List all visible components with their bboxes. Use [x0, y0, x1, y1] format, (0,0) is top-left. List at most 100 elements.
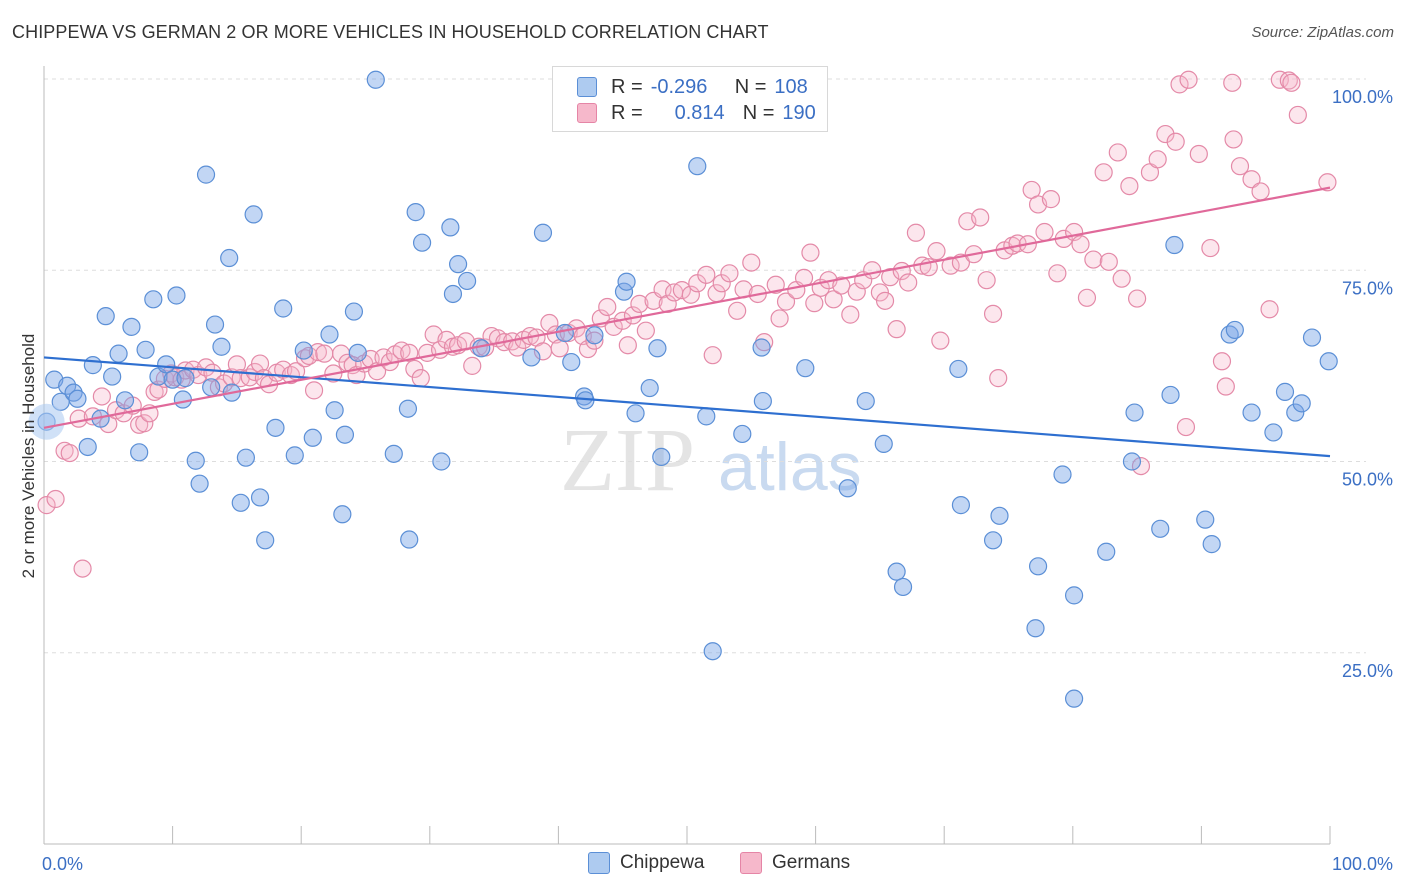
chippewa-point-46	[348, 343, 367, 362]
chippewa-point-71	[652, 447, 671, 467]
legend-item-chippewa: Chippewa	[588, 852, 705, 874]
germans-point-152	[1035, 222, 1054, 242]
chippewa-legend-swatch	[588, 852, 610, 874]
chippewa-point-14	[130, 443, 149, 462]
germans-point-81	[550, 339, 569, 358]
chippewa-point-62	[562, 352, 581, 372]
chippewa-point-100	[1202, 535, 1221, 554]
chippewa-point-91	[1064, 586, 1084, 605]
germans-point-130	[887, 320, 906, 339]
germans-point-44	[315, 344, 334, 363]
chippewa-point-78	[796, 359, 815, 378]
germans-point-99	[672, 281, 691, 300]
germans-point-59	[411, 369, 430, 388]
x-tick-label-max: 100.0%	[1332, 854, 1393, 874]
axes	[43, 66, 1331, 845]
r-label: R =	[611, 75, 643, 98]
chippewa-point-16	[144, 290, 163, 309]
germans-point-16	[149, 380, 168, 399]
germans-point-33	[250, 354, 270, 373]
chippewa-point-57	[457, 271, 477, 291]
chippewa-point-26	[202, 378, 221, 397]
chippewa-point-9	[96, 307, 115, 326]
chippewa-point-55	[443, 284, 463, 304]
germans-point-182	[1251, 182, 1270, 201]
chippewa-point-90	[1053, 465, 1072, 484]
chippewa-point-94	[1122, 452, 1142, 471]
germans-point-186	[1282, 73, 1301, 92]
germans-point-107	[728, 301, 747, 320]
chippewa-point-49	[398, 399, 418, 418]
series-legend: Chippewa Germans	[0, 852, 1406, 878]
germans-point-42	[304, 381, 324, 400]
germans-point-13	[135, 414, 154, 433]
germans-point-170	[1166, 132, 1185, 151]
chippewa-points	[28, 70, 1338, 708]
chippewa-point-108	[1302, 328, 1322, 347]
correlation-legend: R = -0.296 N = 108 R = 0.814 N = 190	[552, 66, 828, 132]
chippewa-point-74	[703, 642, 722, 661]
chippewa-point-68	[626, 404, 645, 423]
chippewa-point-38	[285, 446, 304, 465]
germans-n-value: 190	[782, 101, 816, 124]
chippewa-point-10	[103, 367, 122, 386]
chippewa-point-42	[325, 401, 344, 420]
chippewa-point-80	[838, 479, 857, 498]
n-label: N =	[742, 101, 775, 124]
legend-label-germans: Germans	[772, 852, 851, 873]
chippewa-point-84	[949, 359, 968, 379]
chippewa-point-18	[157, 355, 176, 374]
germans-point-88	[598, 297, 617, 317]
chippewa-point-107	[1292, 394, 1311, 413]
x-tick-label-min: 0.0%	[42, 854, 83, 874]
chippewa-point-72	[688, 157, 707, 176]
germans-point-157	[1071, 235, 1090, 254]
germans-point-43	[308, 343, 328, 362]
germans-point-94	[636, 321, 655, 340]
germans-point-180	[1230, 157, 1250, 176]
chippewa-point-105	[1275, 382, 1295, 401]
chippewa-point-35	[256, 531, 275, 550]
germans-point-169	[1156, 124, 1175, 144]
chippewa-point-77	[753, 391, 772, 411]
chippewa-point-28	[212, 337, 231, 356]
y-tick-label-100: 100.0%	[1332, 87, 1393, 107]
chippewa-point-65	[585, 326, 604, 345]
chippewa-point-59	[522, 348, 541, 367]
chippewa-point-85	[951, 496, 971, 515]
watermark-zip: ZIP	[560, 411, 695, 510]
chippewa-point-103	[1242, 403, 1261, 422]
chippewa-point-50	[400, 530, 419, 549]
germans-point-166	[1131, 456, 1151, 476]
chippewa-point-89	[1026, 619, 1045, 638]
legend-label-chippewa: Chippewa	[620, 852, 705, 873]
chippewa-point-41	[320, 325, 339, 344]
germans-point-158	[1077, 288, 1097, 307]
chippewa-point-11	[109, 344, 128, 363]
chippewa-point-79	[856, 391, 875, 411]
germans-point-7	[92, 387, 111, 406]
chippewa-point-75	[733, 424, 752, 444]
chippewa-point-47	[366, 70, 385, 89]
chippewa-point-69	[640, 378, 659, 398]
germans-point-188	[1318, 173, 1337, 192]
chippewa-point-48	[384, 444, 403, 463]
germans-point-86	[585, 331, 604, 350]
chippewa-point-52	[412, 233, 432, 252]
chippewa-point-29	[220, 248, 239, 268]
germans-point-121	[824, 290, 843, 309]
chippewa-point-45	[344, 302, 364, 321]
germans-point-142	[971, 208, 990, 227]
germans-point-128	[875, 291, 895, 310]
legend-row-chippewa: R = -0.296 N = 108	[577, 73, 808, 101]
chippewa-point-106	[1286, 403, 1305, 422]
chippewa-point-51	[406, 203, 425, 222]
chippewa-point-102	[1225, 320, 1244, 340]
chippewa-point-12	[115, 391, 135, 410]
chippewa-point-54	[441, 218, 460, 237]
chippewa-point-13	[122, 317, 141, 336]
germans-point-122	[832, 276, 851, 295]
chippewa-point-92	[1064, 689, 1084, 708]
chippewa-point-23	[186, 451, 205, 470]
chippewa-point-36	[266, 418, 285, 437]
